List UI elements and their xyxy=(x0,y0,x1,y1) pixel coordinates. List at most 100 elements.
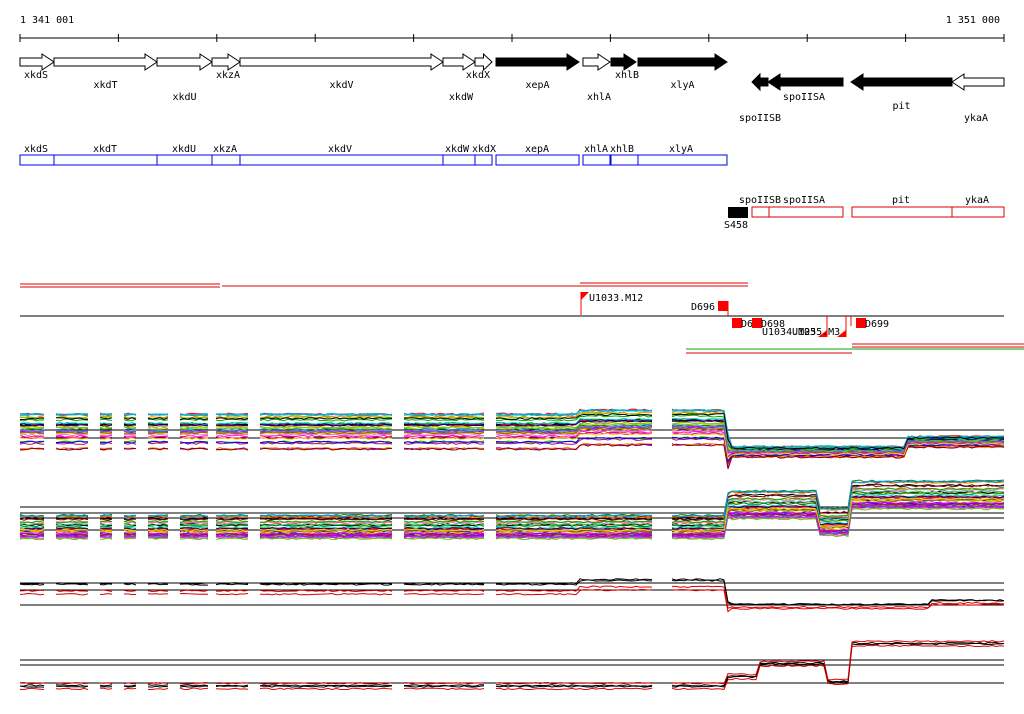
series-line xyxy=(19,419,1005,452)
gene-label: xkdS xyxy=(24,70,48,81)
series-line xyxy=(19,588,1005,613)
expression-panel-3 xyxy=(19,578,1005,613)
blue-feature-xepA: xepA xyxy=(495,144,580,166)
blue-feature-label: xepA xyxy=(525,144,549,155)
blue-feature-xkzA: xkzA xyxy=(211,144,241,166)
ruler-ticks xyxy=(19,34,1005,42)
series-line xyxy=(19,585,1005,609)
blue-feature-box xyxy=(637,154,728,166)
marker-track: U1033.M12 D696 D6 D698 U1034.M25 U1035.M… xyxy=(20,282,1024,354)
ruler-start-label: 1 341 001 xyxy=(20,15,74,26)
marker-label: D698 xyxy=(761,319,785,330)
marker-label: D699 xyxy=(865,319,889,330)
expression-panels xyxy=(19,408,1005,691)
gene-arrow-xkdX: xkdX xyxy=(466,52,493,81)
red-feature-label: pit xyxy=(892,195,910,206)
blue-feature-xkdS: xkdS xyxy=(19,144,55,166)
marker-flag: U1033.M12 xyxy=(580,292,643,315)
gene-arrow-shape xyxy=(474,52,493,72)
marker-label: U1035.M3 xyxy=(792,327,840,338)
gene-arrow-spoIISB: spoIISB xyxy=(739,72,781,124)
series-line xyxy=(19,487,1005,524)
blue-feature-box xyxy=(19,154,55,166)
gene-arrow-shape xyxy=(951,73,1005,91)
series-line xyxy=(19,436,1005,463)
marker-label: U1034.M25 xyxy=(762,327,816,338)
red-feature-label: spoIISA xyxy=(783,195,825,206)
gene-label: xhlA xyxy=(587,92,611,103)
blue-feature-label: xkdU xyxy=(172,144,196,155)
blue-feature-label: xkdS xyxy=(24,144,48,155)
expression-panel-1 xyxy=(19,408,1005,470)
gene-arrow-shape xyxy=(751,72,769,92)
gene-arrow-shape xyxy=(442,53,476,71)
gene-label: pit xyxy=(892,101,910,112)
blue-feature-box xyxy=(610,154,639,166)
gene-label: xkzA xyxy=(216,70,240,81)
blue-feature-label: xkdV xyxy=(328,144,352,155)
blue-feature-label: xkdW xyxy=(445,144,470,155)
series-line xyxy=(19,644,1005,691)
series-line xyxy=(20,413,1005,450)
gene-arrow-xkdT: xkdT xyxy=(53,53,158,91)
blue-feature-label: xhlB xyxy=(610,144,634,155)
gene-label: xkdW xyxy=(449,92,474,103)
series-line xyxy=(19,480,1005,518)
marker-flag: D699 xyxy=(850,316,889,330)
series-line xyxy=(19,432,1005,460)
blue-feature-box xyxy=(239,154,444,166)
gene-arrow-xepA: xepA xyxy=(495,53,580,91)
series-line xyxy=(20,408,1005,449)
gene-label: xkdU xyxy=(172,92,196,103)
gene-arrow-xkdV: xkdV xyxy=(239,53,444,91)
blue-feature-box xyxy=(495,154,580,166)
black-feature-box xyxy=(728,207,748,218)
series-line xyxy=(19,443,1004,469)
red-feature-spoIISA: spoIISA xyxy=(768,195,844,218)
red-feature-box xyxy=(768,206,844,218)
series-line xyxy=(19,640,1005,685)
series-line xyxy=(19,484,1005,521)
gene-arrow-shape xyxy=(610,53,637,71)
blue-feature-xkdU: xkdU xyxy=(156,144,213,166)
series-line xyxy=(19,427,1005,454)
red-feature-pit: pit xyxy=(851,195,953,218)
blue-feature-label: xkdX xyxy=(472,144,496,155)
gene-label: xkdX xyxy=(466,70,490,81)
blue-feature-box xyxy=(474,154,493,166)
blue-feature-xkdT: xkdT xyxy=(53,144,158,166)
blue-feature-xkdW: xkdW xyxy=(442,144,476,166)
series-line xyxy=(19,425,1005,454)
gene-arrow-xkzA: xkzA xyxy=(211,53,241,81)
marker-flag: U1034.M25 xyxy=(762,316,828,338)
gene-arrow-xhlA: xhlA xyxy=(582,53,611,103)
series-line xyxy=(20,641,1005,687)
gene-label: spoIISA xyxy=(783,92,825,103)
series-line xyxy=(19,421,1005,453)
gene-arrow-shape xyxy=(211,53,241,71)
gene-arrow-shape xyxy=(637,53,728,71)
series-line xyxy=(19,417,1005,451)
marker-flag: D696 xyxy=(691,301,729,316)
gene-arrow-shape xyxy=(767,73,844,91)
red-feature-box xyxy=(951,206,1005,218)
gene-arrow-ykaA: ykaA xyxy=(951,73,1005,124)
gene-arrow-xkdU: xkdU xyxy=(156,53,213,103)
red-feature-box xyxy=(851,206,953,218)
blue-feature-box xyxy=(156,154,213,166)
gene-arrow-spoIISA: spoIISA xyxy=(767,73,844,103)
blue-feature-xhlB: xhlB xyxy=(610,144,639,166)
blue-feature-xkdX: xkdX xyxy=(472,144,496,166)
marker-label: U1033.M12 xyxy=(589,293,643,304)
gene-label: xkdV xyxy=(329,80,353,91)
marker-flag: D698 xyxy=(752,318,785,330)
gene-arrow-xkdW: xkdW xyxy=(442,53,476,103)
gene-arrow-shape xyxy=(156,53,213,71)
series-line xyxy=(19,578,1005,606)
gene-label: spoIISB xyxy=(739,113,781,124)
marker-label: D696 xyxy=(691,302,715,313)
series-line xyxy=(19,507,1005,541)
coordinate-ruler: 1 341 001 1 351 000 xyxy=(19,15,1005,42)
gene-label: xepA xyxy=(525,80,549,91)
